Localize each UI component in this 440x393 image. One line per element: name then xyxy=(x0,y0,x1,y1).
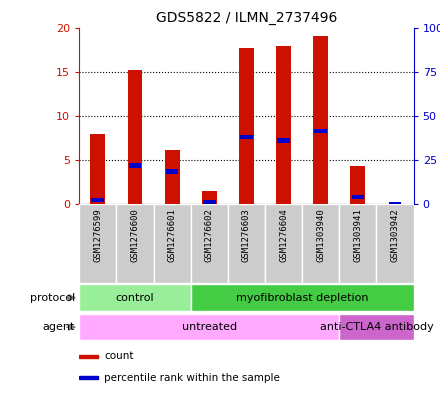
Bar xyxy=(128,163,141,168)
Bar xyxy=(191,285,414,311)
Text: GSM1303940: GSM1303940 xyxy=(316,208,325,262)
Text: myofibroblast depletion: myofibroblast depletion xyxy=(236,293,368,303)
Bar xyxy=(377,204,414,283)
Text: GSM1303941: GSM1303941 xyxy=(353,208,363,262)
Text: agent: agent xyxy=(42,322,75,332)
Text: anti-CTLA4 antibody: anti-CTLA4 antibody xyxy=(319,322,433,332)
Bar xyxy=(154,204,191,283)
Bar xyxy=(277,138,290,143)
Text: protocol: protocol xyxy=(29,293,75,303)
Bar xyxy=(128,70,143,204)
Bar xyxy=(389,202,401,207)
Bar xyxy=(315,129,327,133)
Bar xyxy=(276,46,291,204)
Text: GSM1276603: GSM1276603 xyxy=(242,208,251,262)
Text: untreated: untreated xyxy=(182,322,237,332)
Bar xyxy=(313,36,328,204)
Text: GSM1276602: GSM1276602 xyxy=(205,208,214,262)
Bar xyxy=(79,355,98,358)
Bar xyxy=(166,169,178,174)
Bar xyxy=(228,204,265,283)
Text: GSM1303942: GSM1303942 xyxy=(391,208,400,262)
Text: GSM1276601: GSM1276601 xyxy=(168,208,176,262)
Bar xyxy=(339,314,414,340)
Bar xyxy=(79,204,116,283)
Bar xyxy=(240,135,253,140)
Text: percentile rank within the sample: percentile rank within the sample xyxy=(104,373,280,383)
Bar xyxy=(202,191,216,204)
Bar xyxy=(339,204,377,283)
Bar xyxy=(239,48,254,204)
Bar xyxy=(203,200,216,205)
Bar xyxy=(302,204,339,283)
Text: count: count xyxy=(104,351,134,361)
Title: GDS5822 / ILMN_2737496: GDS5822 / ILMN_2737496 xyxy=(156,11,337,25)
Bar xyxy=(191,204,228,283)
Bar xyxy=(352,195,364,200)
Text: control: control xyxy=(116,293,154,303)
Bar xyxy=(350,166,365,204)
Bar xyxy=(92,198,104,202)
Bar xyxy=(116,204,154,283)
Text: GSM1276599: GSM1276599 xyxy=(93,208,102,262)
Bar xyxy=(79,314,339,340)
Bar xyxy=(79,376,98,379)
Bar xyxy=(165,149,180,204)
Text: GSM1276604: GSM1276604 xyxy=(279,208,288,262)
Bar xyxy=(90,134,105,204)
Bar xyxy=(79,285,191,311)
Bar xyxy=(265,204,302,283)
Text: GSM1276600: GSM1276600 xyxy=(130,208,139,262)
